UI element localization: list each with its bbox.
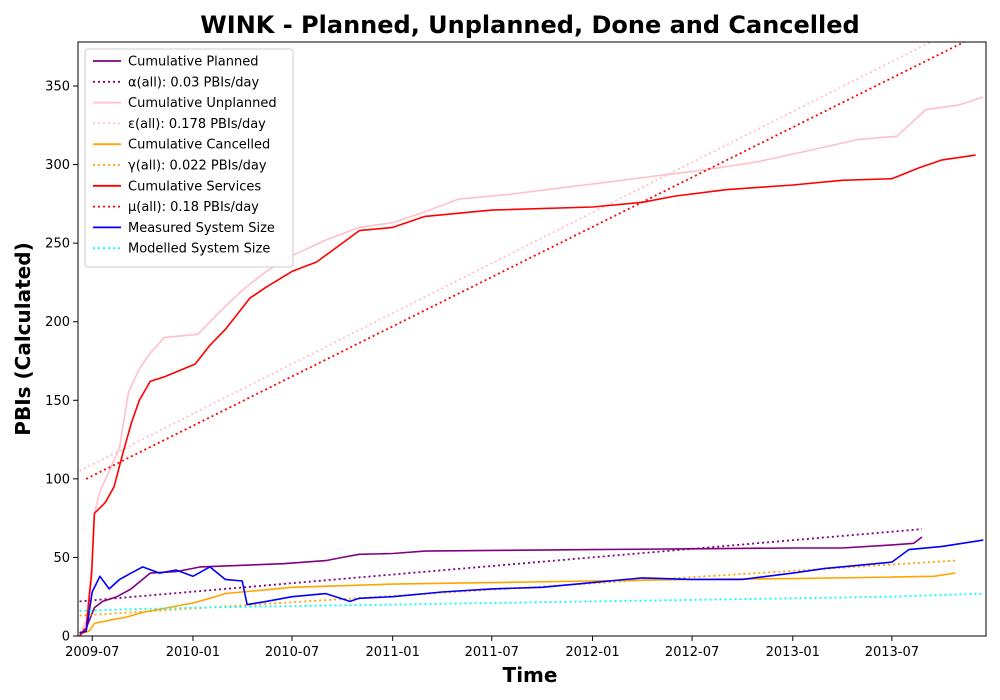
series-line-1 (79, 528, 923, 603)
x-axis: 2009-07 2010-01 2010-07 2011-01 2011-07 2012-… (65, 636, 919, 660)
series-line-8 (79, 539, 984, 634)
series-line-7 (85, 42, 965, 480)
y-tick-label: 200 (45, 315, 70, 330)
series-line-2 (78, 96, 984, 636)
y-tick-label: 0 (62, 630, 70, 645)
legend-entry: Cumulative Unplanned (128, 96, 277, 111)
x-tick-label: 2013-07 (865, 645, 919, 660)
series-line-4 (79, 572, 956, 636)
x-axis-title: Time (503, 663, 558, 687)
legend-entry: Measured System Size (128, 221, 275, 236)
legend-entry: Modelled System Size (128, 242, 270, 257)
x-tick-label: 2010-07 (265, 645, 319, 660)
series-layer (78, 42, 984, 636)
legend-entry: Cumulative Cancelled (128, 138, 270, 153)
y-tick-label: 100 (45, 472, 70, 487)
series-line-3 (79, 42, 932, 472)
series-line-6 (78, 154, 976, 636)
x-tick-label: 2011-07 (465, 645, 519, 660)
plot-frame (77, 41, 987, 637)
x-tick-label: 2012-01 (565, 645, 619, 660)
x-tick-label: 2011-01 (366, 645, 420, 660)
series-line-9 (79, 592, 984, 612)
x-tick-label: 2013-01 (766, 645, 820, 660)
legend-box (84, 48, 294, 268)
legend-entry: γ(all): 0.022 PBIs/day (128, 159, 267, 174)
legend-entry: μ(all): 0.18 PBIs/day (128, 200, 259, 215)
y-axis-title: PBIs (Calculated) (11, 242, 35, 435)
legend-entry: Cumulative Services (128, 179, 261, 194)
legend-entry: ε(all): 0.178 PBIs/day (128, 117, 266, 132)
y-tick-label: 150 (45, 394, 70, 409)
legend-entry: α(all): 0.03 PBIs/day (128, 75, 259, 90)
x-tick-label: 2010-01 (166, 645, 220, 660)
chart-title: WINK - Planned, Unplanned, Done and Canc… (200, 11, 859, 39)
y-tick-label: 300 (45, 158, 70, 173)
y-axis: 0 50 100 150 200 250 300 350 (45, 80, 78, 645)
y-tick-label: 350 (45, 80, 70, 95)
legend: Cumulative Planned α(all): 0.03 PBIs/day C… (84, 48, 294, 268)
x-tick-label: 2012-07 (665, 645, 719, 660)
y-tick-label: 250 (45, 237, 70, 252)
legend-entry: Cumulative Planned (128, 55, 258, 70)
x-tick-label: 2009-07 (65, 645, 119, 660)
y-tick-label: 50 (53, 551, 70, 566)
series-line-0 (79, 536, 923, 634)
